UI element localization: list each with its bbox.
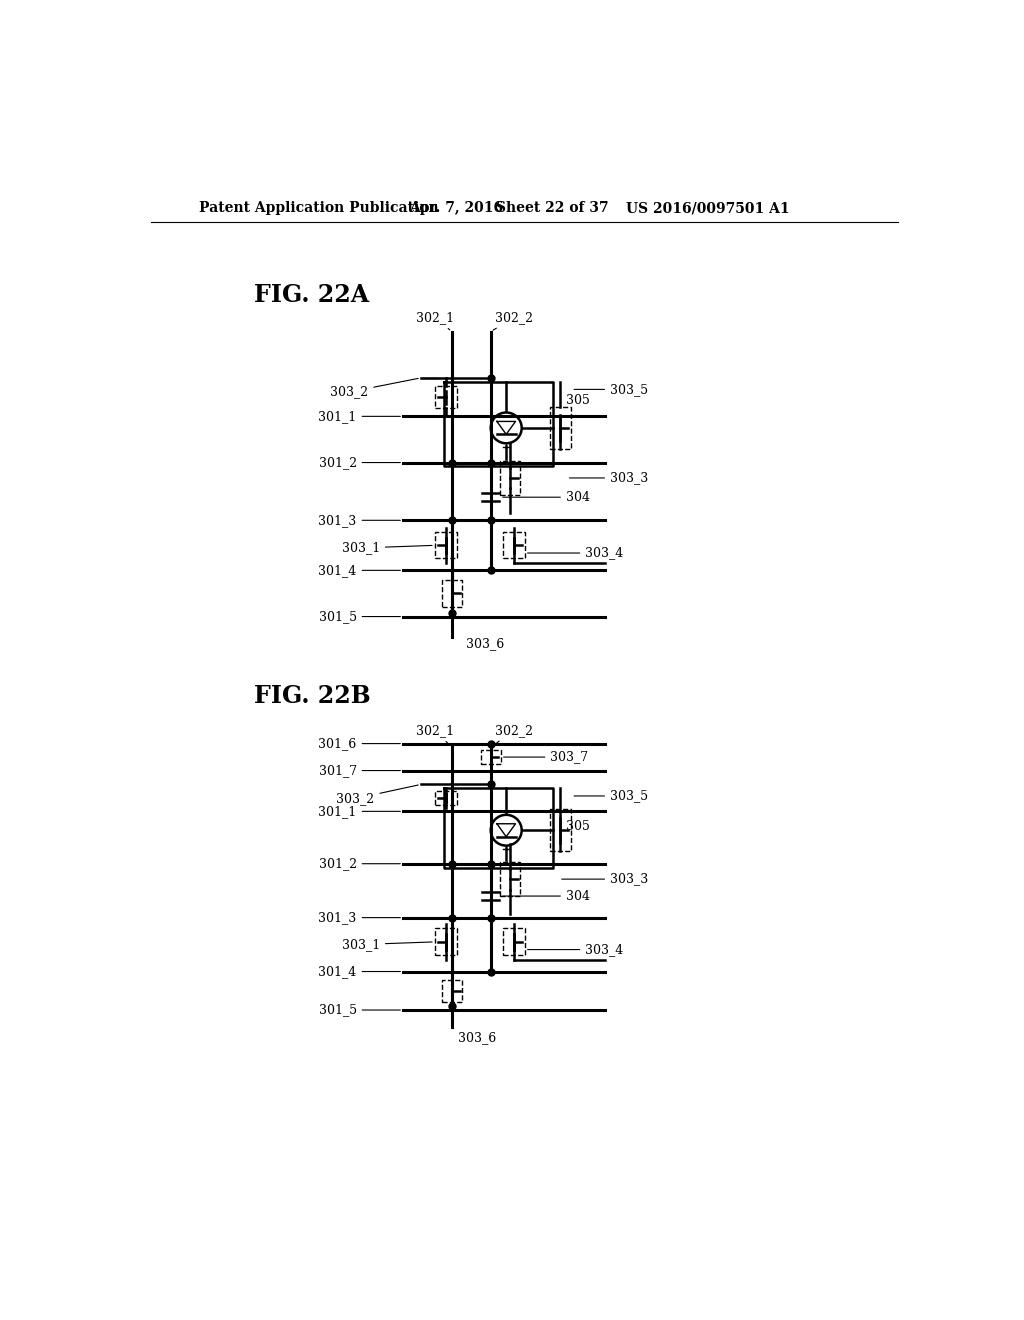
Text: 301_2: 301_2 [318,455,400,469]
Text: 302_2: 302_2 [493,723,532,746]
Text: 301_4: 301_4 [318,965,400,978]
Text: 303_1: 303_1 [342,939,432,950]
Text: 302_1: 302_1 [416,312,454,330]
Text: Apr. 7, 2016: Apr. 7, 2016 [410,202,504,215]
Text: 305: 305 [566,820,590,833]
Text: 303_4: 303_4 [527,546,624,560]
Text: 304: 304 [503,491,590,504]
Text: 304: 304 [503,890,590,903]
Bar [550,407,571,449]
Text: Patent Application Publication: Patent Application Publication [200,202,439,215]
Text: 301_6: 301_6 [318,737,400,750]
Bar [435,387,457,408]
Text: 303_5: 303_5 [574,789,648,803]
Bar [435,928,457,956]
Text: 303_6: 303_6 [466,638,504,651]
Text: 303_3: 303_3 [569,471,648,484]
Bar [435,532,457,558]
Text: Sheet 22 of 37: Sheet 22 of 37 [496,202,608,215]
Bar [503,532,525,558]
Bar [503,928,525,956]
Text: 301_3: 301_3 [318,911,400,924]
Bar [442,979,462,1002]
Bar [442,579,462,607]
Text: 303_4: 303_4 [527,942,624,956]
Text: 303_6: 303_6 [458,1032,497,1044]
Text: 301_5: 301_5 [318,610,400,623]
Text: US 2016/0097501 A1: US 2016/0097501 A1 [626,202,790,215]
Text: 301_4: 301_4 [318,564,400,577]
Text: 303_1: 303_1 [342,541,432,554]
Text: 305: 305 [566,395,590,408]
Bar [480,750,501,764]
Text: 303_5: 303_5 [574,383,648,396]
Text: 302_2: 302_2 [494,312,532,330]
Bar [550,809,571,851]
Text: 303_7: 303_7 [504,751,589,763]
Text: 301_1: 301_1 [318,409,400,422]
Text: 303_2: 303_2 [336,785,418,805]
Text: 301_2: 301_2 [318,857,400,870]
Text: 301_7: 301_7 [318,764,400,777]
Text: FIG. 22A: FIG. 22A [254,284,369,308]
Text: 303_2: 303_2 [330,379,418,399]
Bar [500,461,520,495]
Text: 301_1: 301_1 [318,805,400,818]
Text: 301_5: 301_5 [318,1003,400,1016]
Text: 303_3: 303_3 [562,873,648,886]
Text: 302_1: 302_1 [416,723,454,746]
Text: 301_3: 301_3 [318,513,400,527]
Bar [435,791,457,805]
Bar [500,862,520,896]
Text: FIG. 22B: FIG. 22B [254,684,370,708]
